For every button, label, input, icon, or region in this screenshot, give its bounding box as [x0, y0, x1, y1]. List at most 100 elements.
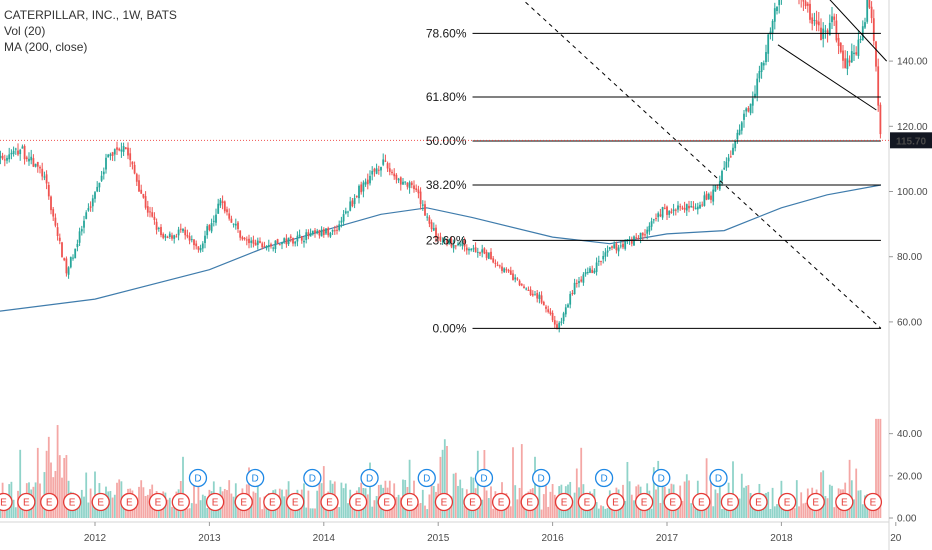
earnings-marker[interactable] [205, 492, 225, 512]
earnings-marker-letter: E [292, 498, 299, 509]
dividend-marker[interactable] [303, 468, 322, 488]
candle-body [584, 272, 587, 275]
volume-bar [707, 505, 710, 518]
legend-ma[interactable]: MA (200, close) [4, 40, 88, 54]
earnings-marker[interactable] [720, 492, 740, 512]
earnings-marker[interactable] [348, 492, 368, 512]
candle-body [303, 240, 305, 243]
earnings-marker[interactable] [520, 492, 539, 512]
candle-body [72, 257, 74, 259]
earnings-marker[interactable] [806, 492, 825, 512]
candle-body [527, 289, 530, 291]
channel-trend-line[interactable] [787, 0, 888, 62]
volume-bar [135, 505, 138, 518]
candle-body [644, 234, 646, 236]
earnings-marker[interactable] [491, 492, 511, 512]
dividend-marker[interactable] [360, 468, 379, 488]
dividend-marker[interactable] [652, 468, 671, 488]
legend-volume[interactable]: Vol (20) [4, 24, 46, 38]
event-markers[interactable]: E E E E E E E E E E E E E E E E E E E E E E E E E E E E E E E E D D D D D D D D… [0, 468, 883, 512]
earnings-marker-letter: E [641, 498, 648, 509]
dividend-marker[interactable] [417, 468, 436, 488]
earnings-marker-letter: E [69, 498, 76, 509]
candle-body [448, 238, 451, 245]
dividend-marker[interactable] [709, 468, 728, 488]
earnings-marker[interactable] [400, 492, 419, 512]
time-tick-label: 20 [890, 533, 902, 544]
candle-body [287, 237, 290, 245]
volume-bar [142, 487, 145, 518]
earnings-marker[interactable] [663, 492, 682, 512]
volume-bar [80, 489, 83, 518]
volume-bar [734, 505, 737, 518]
candle-body [872, 18, 875, 41]
earnings-marker[interactable] [171, 492, 190, 512]
fib-trend-line[interactable] [473, 0, 882, 329]
time-tick-label: 2017 [656, 533, 679, 544]
volume-bar [446, 446, 448, 518]
dividend-marker[interactable] [246, 468, 265, 488]
earnings-marker[interactable] [863, 492, 883, 512]
candle-body [410, 182, 413, 185]
earnings-marker[interactable] [320, 492, 339, 512]
dividend-marker-letter: D [658, 474, 665, 485]
dividend-marker[interactable] [474, 468, 494, 488]
candle-body [3, 159, 6, 161]
earnings-marker[interactable] [463, 492, 482, 512]
earnings-marker[interactable] [749, 492, 768, 512]
channel-trend-line[interactable] [777, 44, 877, 111]
earnings-marker[interactable] [17, 492, 36, 512]
volume-bar [628, 481, 631, 518]
candle-body [267, 244, 270, 247]
volume-bar [391, 508, 393, 518]
dividend-marker[interactable] [532, 468, 551, 488]
earnings-marker[interactable] [835, 492, 854, 512]
earnings-marker[interactable] [692, 492, 711, 512]
legend-title[interactable]: CATERPILLAR, INC., 1W, BATS [4, 8, 177, 22]
earnings-marker[interactable] [40, 492, 59, 512]
earnings-marker[interactable] [148, 492, 168, 512]
earnings-marker[interactable] [434, 492, 454, 512]
earnings-marker-letter: E [841, 498, 848, 509]
candle-body [413, 185, 415, 190]
earnings-marker[interactable] [606, 492, 625, 512]
volume-bar [250, 504, 253, 518]
volume-bar [595, 502, 598, 518]
candle-body [520, 284, 523, 286]
earnings-marker[interactable] [234, 492, 253, 512]
earnings-marker-letter: E [177, 498, 184, 509]
earnings-marker[interactable] [0, 492, 13, 512]
earnings-marker[interactable] [120, 492, 139, 512]
candle-body [91, 198, 94, 207]
earnings-marker[interactable] [634, 492, 654, 512]
candle-body [355, 195, 358, 197]
volume-bar [366, 494, 369, 518]
candle-body [296, 235, 299, 242]
volume-bar [351, 508, 354, 518]
volume-bar [195, 503, 198, 518]
earnings-marker[interactable] [62, 492, 82, 512]
dividend-marker[interactable] [594, 468, 614, 488]
volume-bar [712, 506, 715, 518]
candle-body [633, 236, 635, 246]
candle-body [723, 167, 726, 170]
earnings-marker[interactable] [577, 492, 597, 512]
candle-body [67, 267, 70, 275]
candle-body [245, 239, 248, 241]
candle-body [683, 207, 686, 210]
volume-bar [452, 473, 455, 518]
dividend-marker[interactable] [188, 468, 208, 488]
earnings-marker[interactable] [377, 492, 396, 512]
earnings-marker[interactable] [263, 492, 282, 512]
fibonacci-retracement[interactable]: 100.00%78.60%61.80%50.00%38.20%23.60%0.0… [419, 0, 888, 335]
volume-bar [784, 507, 787, 518]
earnings-marker[interactable] [777, 492, 797, 512]
volume-bar [736, 502, 739, 518]
volume-bar [861, 504, 864, 518]
candle-body [232, 223, 235, 225]
candle-body [835, 20, 838, 41]
earnings-marker[interactable] [91, 492, 110, 512]
earnings-marker[interactable] [286, 492, 305, 512]
earnings-marker[interactable] [554, 492, 574, 512]
